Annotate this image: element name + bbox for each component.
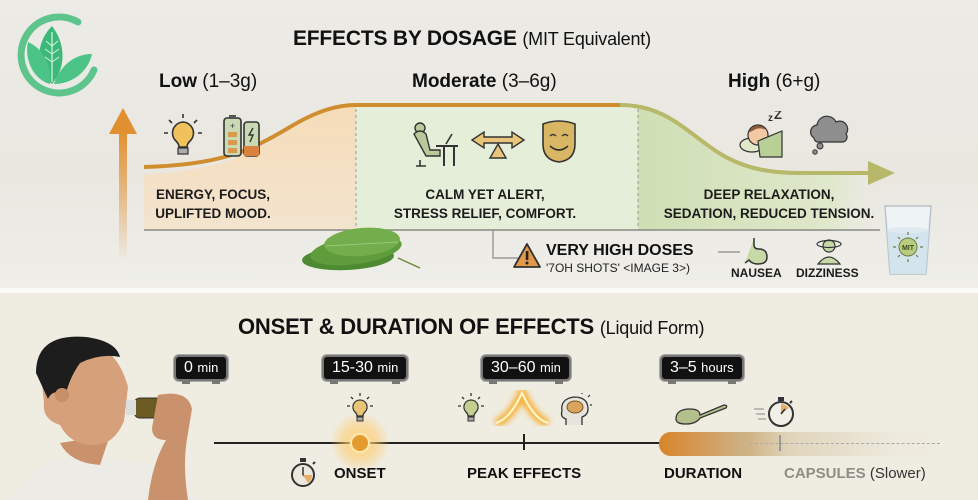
duration-label: DURATION (664, 465, 743, 482)
warning-title: VERY HIGH DOSES (546, 242, 694, 259)
kratom-leaves-image (302, 227, 421, 271)
nausea-label: NAUSEA (731, 266, 782, 280)
brain-head-icon (560, 393, 592, 425)
balance-scale-icon (470, 130, 526, 159)
timeline-axis (214, 442, 660, 444)
tier-moderate-label: Moderate (3–6g) (412, 71, 557, 92)
dizziness-label: DIZZINESS (796, 266, 859, 280)
stopwatch-icon (291, 458, 316, 487)
battery-icon: + (223, 115, 260, 157)
warning-subtitle: '7OH SHOTS' <IMAGE 3>) (546, 261, 690, 275)
up-arrow-icon (109, 108, 137, 262)
badge-3-5-hours: 3–5 hours (660, 355, 744, 384)
peak-wave-icon (494, 385, 550, 428)
peak-lightbulb-icon (458, 393, 484, 422)
scoop-icon (675, 404, 728, 425)
smiling-mask-icon (542, 120, 576, 163)
tier-high-label: High (6+g) (728, 71, 821, 92)
stomach-icon (744, 238, 768, 265)
peak-tick (523, 434, 525, 450)
timeline-panel: ONSET & DURATION OF EFFECTS (Liquid Form… (0, 293, 978, 500)
fast-stopwatch-icon (754, 397, 794, 427)
capsules-tick (779, 435, 781, 451)
leaf-logo-icon (17, 13, 98, 97)
man-drinking-image (10, 336, 200, 500)
onset-label: ONSET (334, 465, 386, 482)
sleeping-person-icon: z Z (739, 111, 783, 158)
onset-dot (350, 433, 370, 453)
warning-triangle-icon (513, 243, 541, 268)
dosage-title: EFFECTS BY DOSAGE (MIT Equivalent) (293, 27, 651, 50)
dosage-panel: EFFECTS BY DOSAGE (MIT Equivalent) Low (… (0, 0, 978, 288)
thought-cloud-icon (809, 115, 849, 155)
relaxed-person-desk-icon (413, 122, 458, 167)
high-effects-text: DEEP RELAXATION, SEDATION, REDUCED TENSI… (663, 187, 875, 221)
badge-0-min: 0 min (174, 355, 229, 384)
dosage-curve-chart (143, 103, 895, 231)
moderate-effects-text: CALM YET ALERT, STRESS RELIEF, COMFORT. (393, 187, 577, 221)
lightbulb-icon (164, 114, 202, 155)
badge-30-60-min: 30–60 min (481, 355, 571, 384)
section-divider (0, 288, 978, 293)
svg-text:+: + (230, 121, 235, 131)
low-effects-text: ENERGY, FOCUS, UPLIFTED MOOD. (155, 187, 271, 221)
capsules-label: CAPSULES (Slower) (784, 465, 926, 482)
warning-connector (492, 230, 740, 259)
svg-text:z: z (768, 113, 773, 124)
duration-bar-solid (659, 432, 749, 456)
dizzy-head-icon (816, 239, 842, 265)
svg-text:Z: Z (774, 111, 782, 122)
svg-text:MIT: MIT (902, 245, 915, 252)
capsules-dashed-line (750, 443, 940, 444)
peak-effects-label: PEAK EFFECTS (467, 465, 582, 482)
water-glass-mit-icon: MIT (884, 205, 932, 275)
timeline-title: ONSET & DURATION OF EFFECTS (Liquid Form… (238, 314, 705, 339)
tier-low-label: Low (1–3g) (159, 71, 258, 92)
onset-lightbulb-icon (347, 393, 373, 422)
badge-15-30-min: 15-30 min (322, 355, 409, 384)
